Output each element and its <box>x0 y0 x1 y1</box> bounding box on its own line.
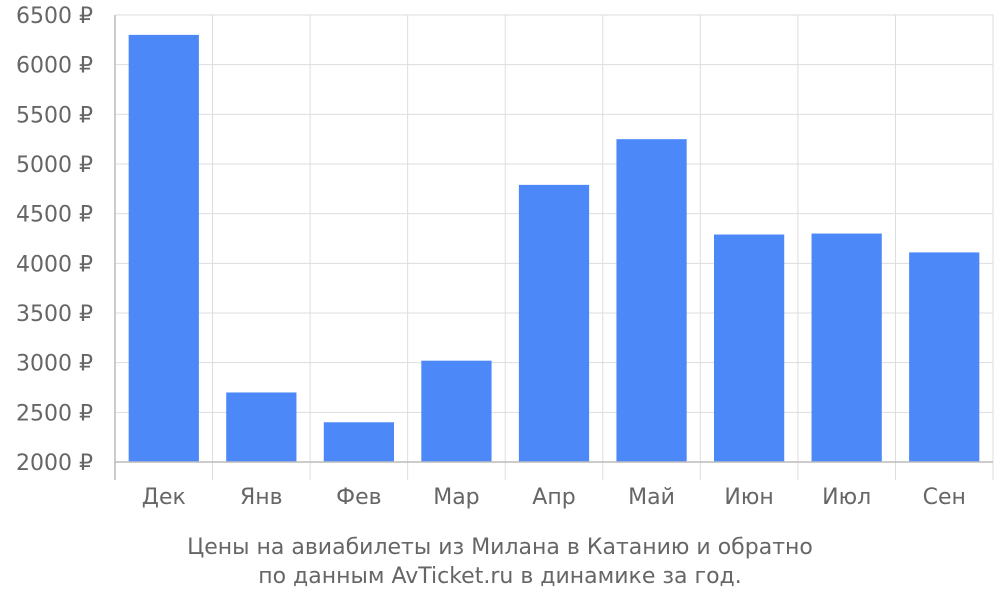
x-tick-label: Фев <box>336 485 381 510</box>
bar-Апр <box>518 184 590 463</box>
x-tick-label: Мар <box>433 485 479 510</box>
x-tick-label: Апр <box>532 485 575 510</box>
bar-Янв <box>226 392 297 462</box>
x-tick-label: Июн <box>724 485 773 510</box>
bar-Май <box>616 139 687 462</box>
bars <box>128 34 980 463</box>
x-tick-label: Сен <box>923 485 966 510</box>
chart-caption-line-2: по данным AvTicket.ru в динамике за год. <box>258 564 742 589</box>
y-tick-label: 6000 ₽ <box>16 54 93 79</box>
bar-Июл <box>811 233 882 462</box>
bar-Фев <box>323 422 395 462</box>
y-tick-label: 4500 ₽ <box>16 203 93 228</box>
bar-Дек <box>128 34 199 462</box>
chart-caption-line-1: Цены на авиабилеты из Милана в Катанию и… <box>187 535 813 560</box>
y-tick-label: 4000 ₽ <box>16 252 93 277</box>
axes <box>114 15 994 480</box>
y-tick-labels: 2000 ₽ 2500 ₽ 3000 ₽ 3500 ₽ 4000 ₽ 4500 ₽ 5000… <box>16 4 93 476</box>
y-tick-label: 3500 ₽ <box>16 302 93 327</box>
y-tick-label: 5000 ₽ <box>16 153 93 178</box>
x-tick-label: Дек <box>142 485 186 510</box>
x-tick-label: Май <box>628 485 675 510</box>
y-tick-label: 3000 ₽ <box>16 352 93 377</box>
y-tick-label: 6500 ₽ <box>16 4 93 29</box>
x-tick-labels: Дек Янв Фев Мар Апр Май Июн Июл Сен <box>142 485 966 510</box>
bar-Июн <box>713 234 785 462</box>
x-tick-label: Июл <box>822 485 871 510</box>
y-tick-label: 5500 ₽ <box>16 103 93 128</box>
bar-Сен <box>909 252 980 462</box>
y-tick-label: 2000 ₽ <box>16 451 93 476</box>
y-tick-label: 2500 ₽ <box>16 401 93 426</box>
bar-chart: 2000 ₽ 2500 ₽ 3000 ₽ 3500 ₽ 4000 ₽ 4500 ₽ 5000… <box>16 4 994 510</box>
x-tick-label: Янв <box>240 485 283 510</box>
bar-Мар <box>421 360 492 462</box>
